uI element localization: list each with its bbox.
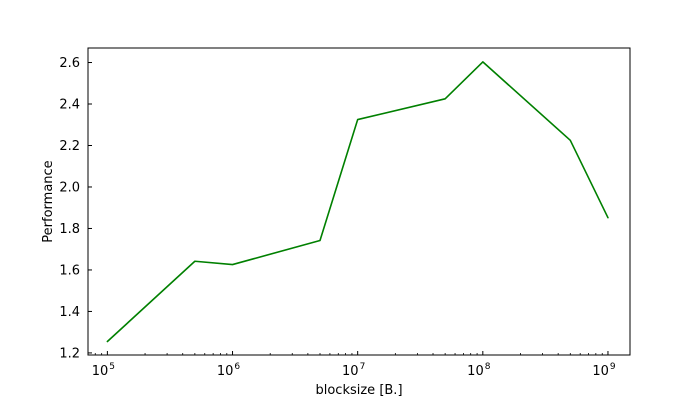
plot-layer: 1.2 1.4 1.6 1.8 2.0 2.2 2.4 2.6 105 106 107 108 109 — [59, 47, 631, 379]
x-tick-exponent: 9 — [610, 362, 616, 372]
x-tick-label: 107 — [342, 362, 365, 379]
y-tick-label: 1.4 — [59, 305, 80, 320]
y-tick-label: 1.8 — [59, 222, 80, 237]
x-tick-exponent: 8 — [485, 362, 491, 372]
x-tick-label: 106 — [217, 362, 241, 379]
x-tick-label: 109 — [592, 362, 616, 379]
y-tick-label: 2.4 — [59, 98, 80, 113]
x-axis-label: blocksize [B.] — [315, 383, 402, 398]
x-tick-label: 105 — [92, 362, 115, 379]
plot-frame — [87, 47, 631, 356]
series-line — [106, 61, 609, 343]
y-tick-label: 2.6 — [59, 56, 80, 71]
x-tick-exponent: 7 — [360, 362, 366, 372]
x-tick-label: 108 — [467, 362, 491, 379]
y-tick-label: 2.0 — [59, 180, 80, 195]
y-tick-label: 1.6 — [59, 263, 80, 278]
y-axis-label: Performance — [41, 160, 56, 242]
x-tick-exponent: 6 — [234, 362, 240, 372]
x-tick-exponent: 5 — [109, 362, 115, 372]
y-tick-label: 1.2 — [59, 346, 80, 361]
y-tick-label: 2.2 — [59, 139, 80, 154]
